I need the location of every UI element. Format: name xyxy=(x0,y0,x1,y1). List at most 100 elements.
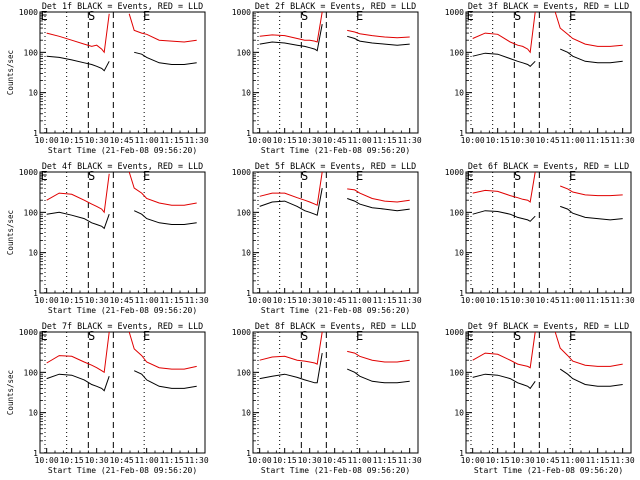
plot-frame xyxy=(252,331,419,454)
series-line-lld xyxy=(46,171,197,214)
x-tick-label: 11:30 xyxy=(185,296,209,305)
chart-svg: Det 8f BLACK = Events, RED = LLD 1 10 100 10… xyxy=(232,321,422,475)
x-tick-label: 11:30 xyxy=(185,456,209,465)
marker-label-s: S xyxy=(514,169,521,183)
x-tick-label: 11:15 xyxy=(586,296,610,305)
x-tick-label: 10:45 xyxy=(110,296,134,305)
x-tick-label: 10:45 xyxy=(323,456,347,465)
series-line-lld xyxy=(472,171,623,203)
y-tick-label: 1000 xyxy=(445,8,464,17)
series-line-events xyxy=(46,210,197,230)
y-tick-label: 10 xyxy=(454,89,464,98)
x-tick-label: 11:00 xyxy=(348,136,372,145)
detector-panel-2: Det 2f BLACK = Events, RED = LLD 1 10 100 10… xyxy=(213,0,426,160)
marker-label-e: E xyxy=(569,169,576,183)
y-tick-label: 1000 xyxy=(19,8,38,17)
x-tick-label: 10:30 xyxy=(298,296,322,305)
marker-label-e: E xyxy=(467,169,474,183)
x-tick-label: 10:30 xyxy=(298,456,322,465)
x-tick-label: 11:30 xyxy=(611,456,635,465)
x-tick-label: 11:00 xyxy=(135,136,159,145)
x-tick-label: 11:00 xyxy=(135,456,159,465)
x-tick-label: 10:00 xyxy=(461,136,485,145)
y-tick-label: 1000 xyxy=(445,168,464,177)
x-tick-label: 11:30 xyxy=(611,296,635,305)
x-tick-label: 11:15 xyxy=(586,136,610,145)
x-tick-label: 10:15 xyxy=(273,296,297,305)
x-tick-label: 11:00 xyxy=(348,456,372,465)
y-tick-label: 10 xyxy=(28,89,38,98)
series-line-lld xyxy=(259,171,410,206)
marker-label-s: S xyxy=(301,169,308,183)
series-line-lld xyxy=(472,11,623,54)
detector-panel-1: Det 1f BLACK = Events, RED = LLD 1 10 100 10… xyxy=(0,0,213,160)
x-tick-label: 11:15 xyxy=(586,456,610,465)
y-tick-label: 10 xyxy=(454,249,464,258)
x-tick-label: 10:15 xyxy=(60,136,84,145)
x-tick-label: 11:00 xyxy=(561,296,585,305)
series-line-events xyxy=(259,188,410,216)
y-tick-label: 100 xyxy=(237,368,252,377)
x-tick-label: 10:30 xyxy=(511,456,535,465)
x-tick-label: 10:00 xyxy=(248,456,272,465)
y-tick-label: 10 xyxy=(241,89,251,98)
plot-frame xyxy=(252,171,419,294)
x-axis-label: Start Time (21-Feb-08 09:56:20) xyxy=(261,306,410,315)
series-line-events xyxy=(472,205,623,222)
x-axis-label: Start Time (21-Feb-08 09:56:20) xyxy=(48,146,197,155)
y-tick-label: 1 xyxy=(33,289,38,298)
x-tick-label: 10:00 xyxy=(461,296,485,305)
detector-panel-4: Det 4f BLACK = Events, RED = LLD 1 10 100 10… xyxy=(0,160,213,320)
x-tick-label: 10:30 xyxy=(511,296,535,305)
x-tick-label: 11:30 xyxy=(611,136,635,145)
y-tick-label: 1000 xyxy=(232,328,251,337)
marker-label-e: E xyxy=(41,329,48,343)
series-line-events xyxy=(472,48,623,67)
x-tick-label: 11:30 xyxy=(398,296,422,305)
chart-title: Det 2f BLACK = Events, RED = LLD xyxy=(255,1,416,11)
detector-panel-5: Det 5f BLACK = Events, RED = LLD 1 10 100 10… xyxy=(213,160,426,320)
x-axis-label: Start Time (21-Feb-08 09:56:20) xyxy=(48,466,197,475)
chart-svg: Det 3f BLACK = Events, RED = LLD 1 10 100 10… xyxy=(445,1,635,145)
y-tick-label: 1 xyxy=(246,289,251,298)
plot-frame xyxy=(465,11,632,134)
marker-label-s: S xyxy=(88,9,95,23)
y-tick-label: 1000 xyxy=(232,168,251,177)
series-line-events xyxy=(46,370,197,392)
y-axis-label: Counts/sec xyxy=(6,370,15,415)
x-tick-label: 11:15 xyxy=(373,136,397,145)
x-tick-label: 11:15 xyxy=(160,456,184,465)
marker-label-e: E xyxy=(356,9,363,23)
chart-svg: Det 4f BLACK = Events, RED = LLD 1 10 100 10… xyxy=(6,161,209,315)
marker-label-e: E xyxy=(356,329,363,343)
y-tick-label: 1 xyxy=(246,129,251,138)
x-tick-label: 10:45 xyxy=(536,136,560,145)
detector-panel-3: Det 3f BLACK = Events, RED = LLD 1 10 100 10… xyxy=(426,0,639,160)
x-tick-label: 10:45 xyxy=(323,296,347,305)
plot-frame xyxy=(39,331,206,454)
chart-title: Det 5f BLACK = Events, RED = LLD xyxy=(255,161,416,171)
y-tick-label: 100 xyxy=(450,48,465,57)
y-tick-label: 1 xyxy=(459,129,464,138)
y-tick-label: 1 xyxy=(33,129,38,138)
y-tick-label: 1000 xyxy=(19,328,38,337)
y-tick-label: 1000 xyxy=(19,168,38,177)
series-line-lld xyxy=(259,331,410,365)
detector-panel-7: Det 7f BLACK = Events, RED = LLD 1 10 100 10… xyxy=(0,320,213,480)
y-tick-label: 100 xyxy=(24,368,39,377)
marker-label-s: S xyxy=(301,329,308,343)
y-tick-label: 10 xyxy=(28,409,38,418)
series-line-lld xyxy=(259,11,410,43)
y-tick-label: 100 xyxy=(450,368,465,377)
x-tick-label: 10:00 xyxy=(461,456,485,465)
x-tick-label: 10:15 xyxy=(486,456,510,465)
x-tick-label: 11:00 xyxy=(561,136,585,145)
x-tick-label: 10:15 xyxy=(273,456,297,465)
y-tick-label: 1 xyxy=(459,449,464,458)
x-axis-label: Start Time (21-Feb-08 09:56:20) xyxy=(474,466,623,475)
series-line-events xyxy=(46,51,197,72)
y-tick-label: 1000 xyxy=(232,8,251,17)
marker-label-e: E xyxy=(467,9,474,23)
marker-label-e: E xyxy=(569,329,576,343)
chart-title: Det 4f BLACK = Events, RED = LLD xyxy=(42,161,203,171)
